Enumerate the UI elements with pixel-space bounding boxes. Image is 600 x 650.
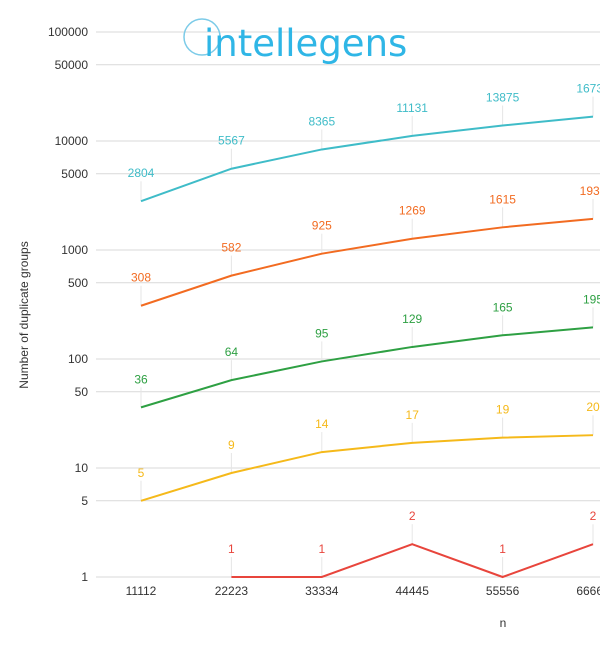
data-label: 5 [138, 466, 145, 480]
data-label: 1 [499, 542, 506, 556]
data-label: 20 [586, 400, 600, 414]
y-tick-label: 5000 [61, 167, 88, 181]
data-label: 195 [583, 292, 600, 306]
y-tick-label: 5 [81, 494, 88, 508]
series-line [140, 217, 594, 307]
intellegens-logo: intellegens [183, 18, 407, 65]
data-label: 1 [318, 542, 325, 556]
data-label: 16730 [576, 82, 600, 96]
x-tick-label: 44445 [396, 584, 430, 598]
y-tick-label: 500 [68, 276, 88, 290]
series-line [140, 326, 594, 409]
x-tick-label: 55556 [486, 584, 520, 598]
y-tick-label: 1000 [61, 243, 88, 257]
data-label: 1 [228, 542, 235, 556]
data-label: 95 [315, 326, 329, 340]
data-label: 36 [134, 372, 148, 386]
series-3: 5 9 14 17 19 20 [138, 400, 600, 502]
data-label: 5567 [218, 134, 245, 148]
data-label: 14 [315, 417, 329, 431]
data-label: 8365 [308, 114, 335, 128]
series-line [140, 115, 594, 203]
data-label: 1615 [489, 192, 516, 206]
data-label: 165 [493, 300, 513, 314]
y-tick-label: 50000 [55, 58, 89, 72]
data-label: 925 [312, 219, 332, 233]
y-tick-label: 10000 [55, 134, 89, 148]
data-label: 9 [228, 438, 235, 452]
y-tick-label: 100 [68, 352, 88, 366]
data-label: 1930 [580, 184, 600, 198]
y-axis-title: Number of duplicate groups [17, 241, 31, 388]
series-1: 308 582 925 1269 1615 1930 [131, 184, 600, 307]
x-tick-label: 66667 [576, 584, 600, 598]
data-label: 17 [406, 408, 420, 422]
data-label: 13875 [486, 90, 520, 104]
series-0: 2804 5567 8365 11131 13875 16730 [128, 82, 600, 203]
data-label: 2 [409, 509, 416, 523]
data-label: 582 [221, 241, 241, 255]
y-tick-label: 50 [75, 385, 89, 399]
data-label: 2 [590, 509, 597, 523]
x-tick-label: 22223 [215, 584, 249, 598]
data-label: 129 [402, 312, 422, 326]
data-label: 64 [225, 345, 239, 359]
y-tick-label: 100000 [48, 25, 88, 39]
series-line [231, 543, 594, 579]
data-label: 2804 [128, 166, 155, 180]
logo-circle-icon [183, 18, 221, 56]
data-label: 1269 [399, 204, 426, 218]
x-tick-label: 33334 [305, 584, 339, 598]
x-tick-label: 11112 [126, 584, 157, 598]
data-label: 308 [131, 271, 151, 285]
data-label: 11131 [396, 101, 428, 115]
x-axis-title: n [500, 616, 507, 630]
series-4: 1 1 2 1 2 [228, 509, 597, 579]
series-2: 36 64 95 129 165 195 [134, 292, 600, 409]
y-tick-label: 1 [81, 570, 88, 584]
logo-text: intellegens [204, 22, 407, 65]
y-tick-label: 10 [75, 461, 89, 475]
series-line [140, 434, 594, 502]
data-label: 19 [496, 403, 510, 417]
